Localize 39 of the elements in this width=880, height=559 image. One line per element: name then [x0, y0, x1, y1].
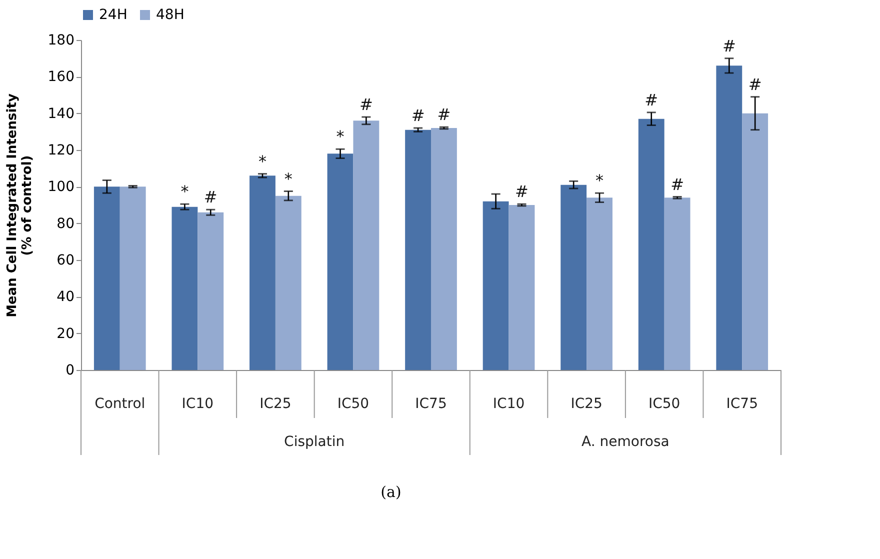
x-tick-label: IC10 — [182, 396, 214, 412]
y-tick-label: 180 — [48, 32, 74, 48]
y-tick-label: 0 — [66, 362, 74, 378]
text: Cisplatin — [284, 434, 345, 450]
text: A. nemorosa — [582, 434, 670, 450]
data-label: * — [258, 152, 266, 171]
x-tick-label: IC10 — [492, 396, 525, 412]
data-label: * — [336, 127, 344, 146]
legend-label: 48H — [156, 7, 184, 23]
x-tick-label: IC25 — [260, 396, 292, 412]
data-label: # — [722, 36, 736, 56]
data-label: * — [284, 169, 292, 188]
y-tick-label: 160 — [48, 69, 74, 86]
x-tick-label: IC50 — [337, 396, 370, 412]
data-label: # — [748, 74, 762, 94]
data-label: * — [596, 171, 604, 190]
data-label: # — [204, 188, 218, 207]
y-axis-title: Mean Cell Integrated Intensity (% of control) — [4, 93, 35, 318]
data-label: # — [644, 90, 658, 110]
data-label: * — [180, 182, 189, 202]
data-label: # — [411, 106, 425, 125]
text: (a) — [380, 483, 402, 501]
x-tick-label: IC75 — [415, 396, 447, 412]
y-tick-label: 20 — [56, 326, 74, 342]
y-tick-label: 40 — [56, 289, 74, 306]
y-tick-label: 100 — [48, 179, 74, 196]
x-tick-label: IC50 — [648, 396, 680, 412]
data-label: # — [515, 182, 528, 202]
y-tick-label: 120 — [48, 142, 74, 158]
x-tick-label: IC75 — [726, 396, 758, 412]
legend-label: 24H — [99, 7, 128, 23]
y-tick-label: 60 — [56, 252, 74, 268]
y-tick-label: 80 — [56, 216, 74, 232]
data-label: # — [359, 95, 373, 114]
data-label: # — [437, 105, 451, 124]
x-tick-label: IC25 — [570, 396, 602, 412]
data-label: # — [670, 174, 684, 194]
y-tick-label: 140 — [48, 106, 74, 122]
x-tick-label: Control — [94, 396, 146, 412]
